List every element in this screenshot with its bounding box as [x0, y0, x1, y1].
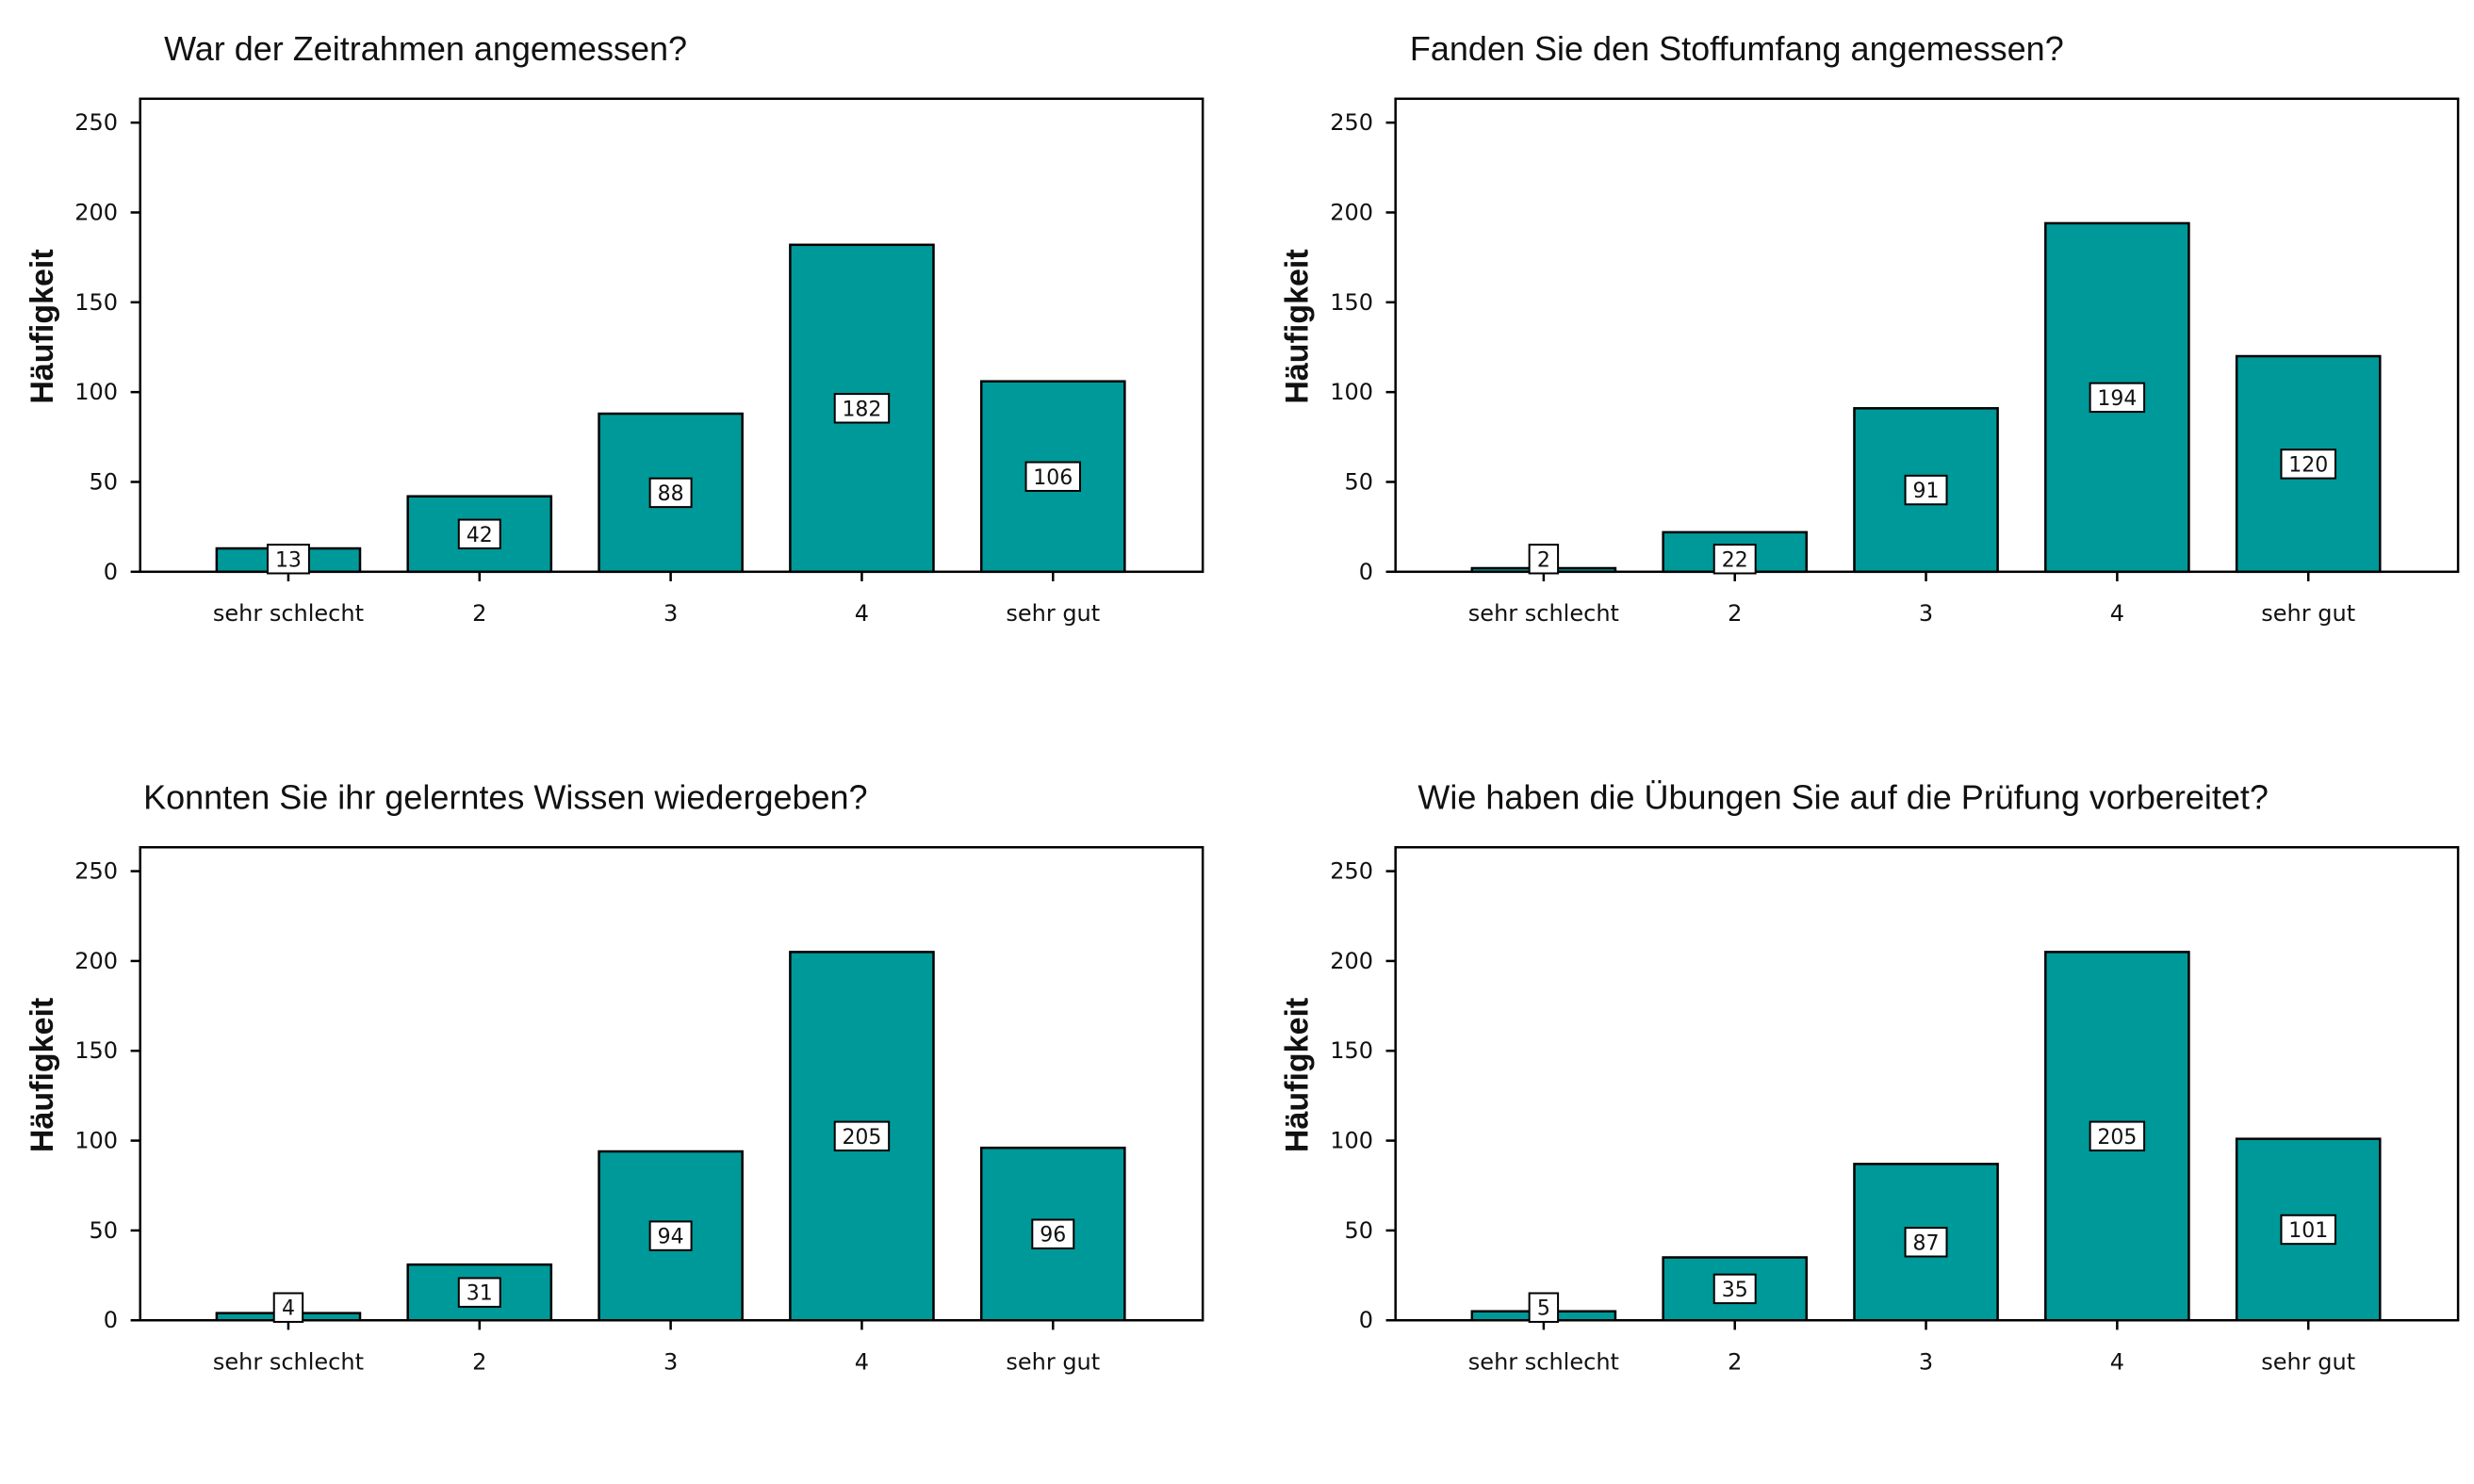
y-tick-label: 0: [104, 1307, 118, 1333]
data-label-box: [1904, 474, 1948, 506]
y-tick-label: 200: [1330, 948, 1373, 974]
x-tick-label: sehr gut: [1006, 600, 1100, 627]
y-tick-label: 250: [74, 109, 118, 136]
x-tick-label: 2: [472, 600, 486, 627]
x-tick-label: 3: [664, 1349, 678, 1376]
data-label-box: [266, 544, 310, 575]
data-label-box: [1528, 544, 1560, 575]
y-tick-label: 200: [1330, 199, 1373, 225]
x-tick-label: sehr gut: [2261, 600, 2355, 627]
y-tick-label: 100: [1330, 1128, 1373, 1154]
data-label-box: [457, 518, 501, 549]
x-tick-label: sehr schlecht: [213, 1349, 364, 1376]
x-tick-label: 3: [664, 600, 678, 627]
data-label-box: [833, 1120, 891, 1152]
data-label-box: [833, 393, 891, 424]
chart-title: Wie haben die Übungen Sie auf die Prüfun…: [1417, 778, 2269, 817]
x-tick-label: 3: [1919, 1349, 1933, 1376]
data-label: 22: [1722, 548, 1748, 572]
data-label: 194: [2097, 387, 2137, 411]
x-tick-label: 4: [855, 600, 869, 627]
y-tick-label: 250: [74, 858, 118, 885]
y-tick-label: 150: [1330, 289, 1373, 316]
data-label: 91: [1913, 480, 1940, 503]
y-axis-label: Häufigkeit: [1280, 998, 1316, 1152]
data-label-box: [648, 477, 693, 509]
chart-panel-3: Konnten Sie ihr gelerntes Wissen wiederg…: [25, 778, 1204, 1376]
x-tick-label: sehr gut: [1006, 1349, 1100, 1376]
data-label-box: [457, 1277, 501, 1308]
chart-title: Fanden Sie den Stoffumfang angemessen?: [1410, 29, 2064, 68]
y-tick-label: 50: [90, 1217, 119, 1244]
x-tick-label: sehr gut: [2261, 1349, 2355, 1376]
data-label: 13: [275, 548, 302, 572]
data-label-box: [1904, 1227, 1948, 1258]
data-label-box: [1031, 1218, 1075, 1249]
data-label: 182: [842, 398, 881, 421]
data-label: 106: [1033, 466, 1073, 490]
x-tick-label: sehr schlecht: [213, 600, 364, 627]
data-label: 88: [658, 482, 684, 506]
data-label: 35: [1722, 1279, 1748, 1302]
y-tick-label: 250: [1330, 109, 1373, 136]
x-tick-label: 4: [855, 1349, 869, 1376]
data-label-box: [648, 1220, 693, 1251]
y-axis-label: Häufigkeit: [25, 998, 60, 1152]
data-label: 101: [2288, 1219, 2328, 1243]
data-label: 205: [842, 1126, 881, 1150]
data-label-box: [1712, 1273, 1757, 1305]
x-tick-label: 4: [2110, 1349, 2124, 1376]
data-label: 96: [1040, 1224, 1066, 1248]
chart-panel-2: Fanden Sie den Stoffumfang angemessen? Hä…: [1280, 29, 2460, 627]
x-tick-label: 2: [1728, 600, 1742, 627]
data-label-box: [272, 1292, 304, 1323]
y-tick-label: 250: [1330, 858, 1373, 885]
data-label-box: [1024, 461, 1082, 492]
data-label-box: [2280, 1214, 2336, 1246]
x-tick-label: sehr schlecht: [1468, 600, 1619, 627]
data-label: 2: [1537, 548, 1550, 572]
x-tick-label: 2: [1728, 1349, 1742, 1376]
y-tick-label: 100: [1330, 379, 1373, 405]
y-axis-label: Häufigkeit: [1280, 249, 1316, 403]
data-label: 87: [1913, 1231, 1940, 1255]
y-tick-label: 150: [74, 289, 118, 316]
data-label-box: [2280, 448, 2336, 480]
data-label: 31: [467, 1282, 493, 1306]
y-axis-label: Häufigkeit: [25, 249, 60, 403]
data-label: 205: [2097, 1126, 2137, 1150]
data-label-box: [1712, 544, 1757, 575]
y-tick-label: 0: [1359, 559, 1373, 585]
x-tick-label: 3: [1919, 600, 1933, 627]
y-tick-label: 100: [74, 379, 118, 405]
data-label-box: [2089, 1120, 2146, 1152]
x-tick-label: sehr schlecht: [1468, 1349, 1619, 1376]
data-label-box: [1528, 1292, 1560, 1323]
y-tick-label: 0: [1359, 1307, 1373, 1333]
chart-title: Konnten Sie ihr gelerntes Wissen wiederg…: [143, 778, 867, 817]
y-tick-label: 200: [74, 948, 118, 974]
data-label: 120: [2288, 453, 2328, 477]
y-tick-label: 50: [1344, 468, 1373, 495]
data-label: 4: [282, 1297, 295, 1321]
data-label: 42: [467, 524, 493, 547]
data-label-box: [2089, 382, 2146, 414]
y-tick-label: 50: [1344, 1217, 1373, 1244]
chart-title: War der Zeitrahmen angemessen?: [164, 29, 687, 68]
x-tick-label: 4: [2110, 600, 2124, 627]
data-label: 5: [1537, 1297, 1550, 1321]
y-tick-label: 0: [104, 559, 118, 585]
y-tick-label: 150: [1330, 1037, 1373, 1064]
chart-panel-1: War der Zeitrahmen angemessen? Häufigkeit…: [25, 29, 1204, 627]
y-tick-label: 50: [90, 468, 119, 495]
chart-panel-4: Wie haben die Übungen Sie auf die Prüfun…: [1280, 778, 2460, 1376]
x-tick-label: 2: [472, 1349, 486, 1376]
y-tick-label: 100: [74, 1128, 118, 1154]
y-tick-label: 200: [74, 199, 118, 225]
data-label: 94: [658, 1226, 684, 1249]
y-tick-label: 150: [74, 1037, 118, 1064]
